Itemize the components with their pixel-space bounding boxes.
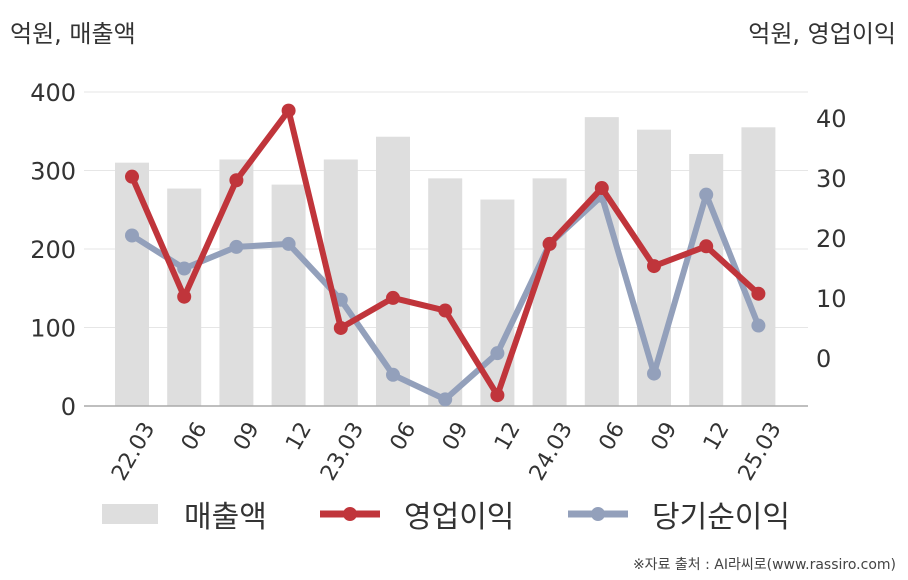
bar-revenue [428, 178, 463, 406]
legend-revenue-label: 매출액 [184, 500, 267, 535]
left-tick-label: 200 [30, 236, 76, 264]
x-tick-label: 09 [647, 418, 683, 455]
bar-revenue [219, 159, 254, 406]
legend-item-revenue: 매출액 [100, 492, 267, 536]
x-tick-label: 12 [699, 418, 735, 455]
point-net [647, 366, 661, 381]
right-tick-label: 40 [816, 105, 847, 133]
bar-revenue [584, 117, 619, 407]
legend-item-operating: 영업이익 [318, 492, 514, 536]
x-tick-label: 12 [281, 418, 317, 455]
x-tick-label: 23.03 [316, 418, 369, 485]
point-operating [542, 236, 557, 251]
bar-revenue [376, 136, 410, 406]
legend-net-swatch [568, 507, 628, 521]
point-net [177, 261, 192, 276]
point-net [125, 228, 139, 243]
right-tick-label: 30 [816, 165, 847, 193]
left-axis-unit: 억원, 매출액 [10, 20, 136, 48]
x-tick-label: 22.03 [107, 418, 160, 485]
x-tick-label: 12 [490, 418, 526, 455]
point-operating [490, 388, 505, 403]
left-tick-label: 300 [30, 158, 76, 186]
point-operating [386, 290, 400, 305]
point-operating [177, 289, 192, 304]
legend-item-net: 당기순이익 [566, 492, 790, 536]
point-net [386, 367, 400, 382]
data-source-note: ※자료 출처 : AI라씨로(www.rassiro.com) [632, 557, 896, 573]
point-operating [438, 303, 453, 318]
left-tick-label: 100 [30, 315, 76, 343]
right-tick-label: 20 [816, 225, 847, 253]
point-operating [229, 173, 244, 188]
point-net [229, 239, 244, 254]
point-operating [699, 239, 714, 254]
x-tick-label: 25.03 [734, 418, 787, 485]
x-tick-label: 24.03 [525, 418, 578, 485]
point-net [438, 392, 453, 407]
point-operating [751, 286, 766, 301]
bar-revenue [532, 178, 567, 406]
point-net [751, 318, 766, 333]
bar-revenue [271, 184, 306, 406]
legend-net-label: 당기순이익 [652, 500, 790, 535]
point-operating [281, 103, 296, 118]
right-axis-unit: 억원, 영업이익 [748, 20, 896, 48]
legend-operating-swatch [320, 507, 380, 521]
left-tick-label: 0 [61, 393, 76, 421]
right-tick-label: 10 [816, 285, 847, 313]
x-tick-label: 09 [438, 418, 474, 455]
right-tick-label: 0 [816, 345, 831, 373]
point-operating [594, 181, 609, 196]
left-tick-label: 400 [30, 79, 76, 107]
x-tick-label: 06 [177, 418, 213, 455]
x-tick-label: 09 [229, 418, 265, 455]
point-net [699, 187, 714, 202]
point-operating [333, 320, 348, 335]
legend-revenue-swatch [102, 504, 158, 524]
point-net [490, 346, 505, 361]
x-tick-label: 06 [595, 418, 631, 455]
bar-revenue [741, 127, 776, 406]
point-operating [125, 169, 139, 184]
x-tick-label: 06 [386, 418, 422, 455]
point-net [281, 236, 296, 251]
point-operating [647, 259, 661, 274]
legend-operating-label: 영업이익 [404, 500, 515, 535]
